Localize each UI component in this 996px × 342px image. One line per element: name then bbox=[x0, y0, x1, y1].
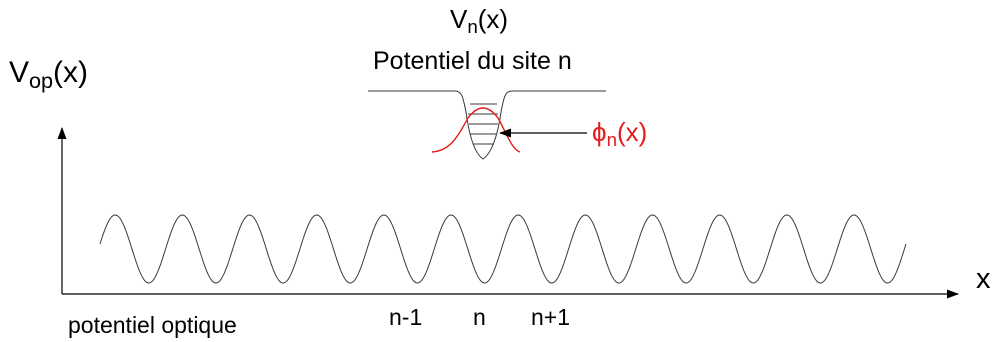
wavefunction-curve bbox=[431, 107, 521, 153]
site-potential-title: Potentiel du site n bbox=[373, 47, 572, 75]
site-label-n: n bbox=[473, 304, 486, 330]
optical-potential-caption: potentiel optique bbox=[68, 312, 237, 338]
site-potential-well bbox=[368, 90, 606, 160]
energy-levels bbox=[468, 103, 498, 145]
site-label-n-plus-1: n+1 bbox=[531, 304, 571, 330]
y-axis-label: Vop(x) bbox=[9, 56, 89, 94]
site-potential-label: Vn(x) bbox=[450, 4, 509, 38]
wavefunction-label: ϕn(x) bbox=[592, 117, 648, 151]
x-axis-label: x bbox=[976, 263, 991, 295]
site-label-n-minus-1: n-1 bbox=[389, 304, 423, 330]
optical-potential-curve bbox=[99, 214, 907, 284]
